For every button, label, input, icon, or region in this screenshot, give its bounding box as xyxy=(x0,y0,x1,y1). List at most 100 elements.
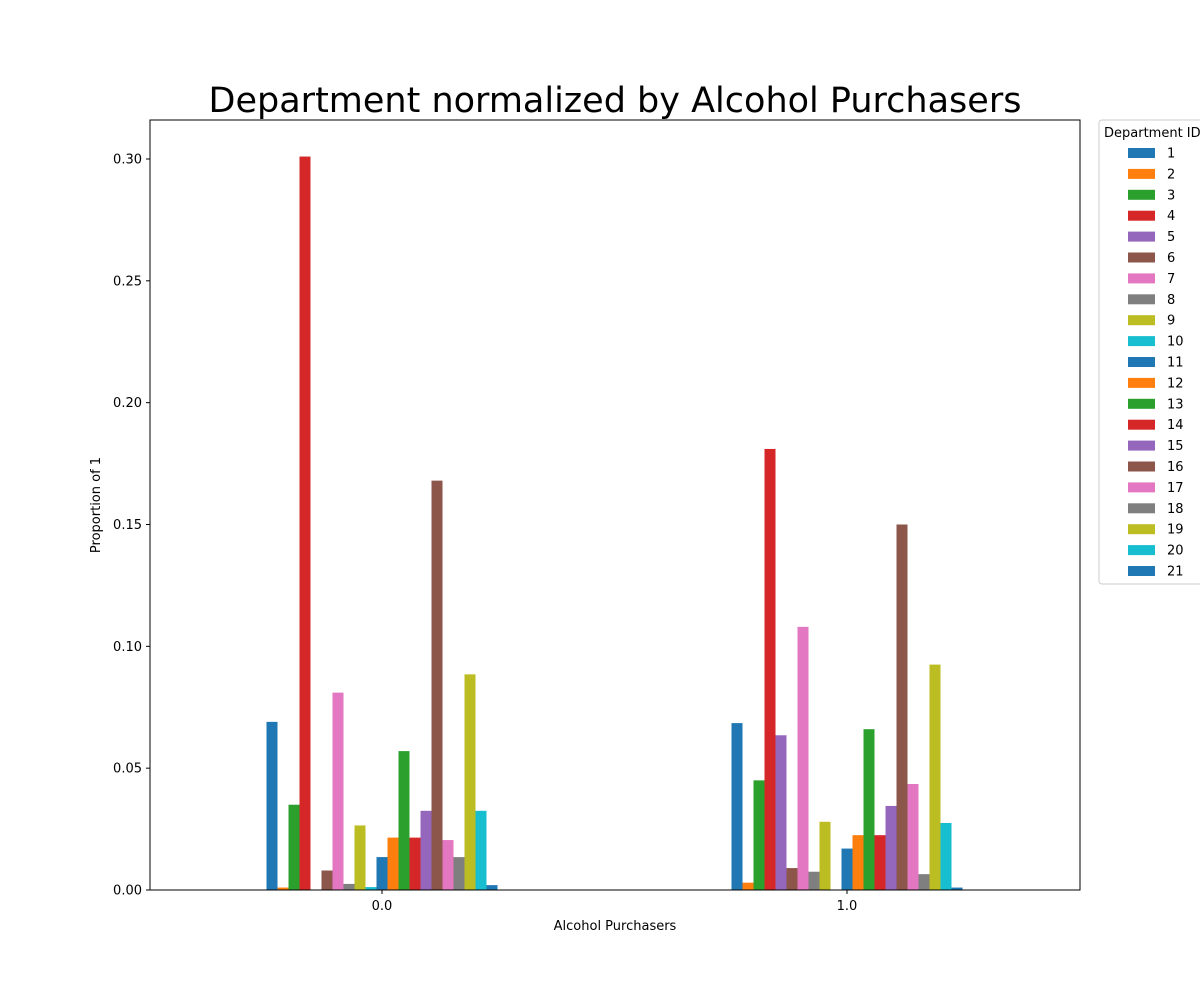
legend-label-7: 7 xyxy=(1167,272,1175,287)
legend-swatch-5 xyxy=(1128,231,1155,242)
y-tick-label: 0.25 xyxy=(113,274,142,289)
legend-swatch-2 xyxy=(1128,168,1155,179)
legend-label-5: 5 xyxy=(1167,230,1175,245)
y-tick-label: 0.00 xyxy=(113,884,142,899)
legend-label-17: 17 xyxy=(1167,481,1184,496)
bar-dept-9-cat-0.0 xyxy=(354,825,366,890)
bar-dept-10-cat-0.0 xyxy=(365,887,377,890)
bar-dept-17-cat-0.0 xyxy=(442,840,454,890)
legend-swatch-11 xyxy=(1128,357,1155,367)
legend-label-15: 15 xyxy=(1167,439,1184,454)
bar-dept-12-cat-1.0 xyxy=(852,835,864,890)
legend-swatch-3 xyxy=(1128,189,1155,200)
bar-dept-14-cat-0.0 xyxy=(409,837,421,890)
legend-label-11: 11 xyxy=(1167,356,1184,371)
legend-swatch-16 xyxy=(1128,461,1155,472)
bar-dept-2-cat-0.0 xyxy=(277,887,289,890)
bar-dept-18-cat-0.0 xyxy=(453,857,465,890)
bar-dept-19-cat-0.0 xyxy=(464,674,476,890)
legend-swatch-7 xyxy=(1128,273,1155,284)
bar-dept-21-cat-0.0 xyxy=(486,885,498,890)
y-axis: 0.00 0.05 0.10 0.15 0.20 0.25 0.30 xyxy=(113,152,150,899)
bar-dept-20-cat-0.0 xyxy=(475,810,487,890)
legend-label-4: 4 xyxy=(1167,209,1175,224)
bar-dept-1-cat-1.0 xyxy=(731,723,743,890)
legend-label-8: 8 xyxy=(1167,293,1175,308)
legend-swatch-12 xyxy=(1128,377,1155,388)
bar-dept-3-cat-0.0 xyxy=(288,804,300,890)
y-tick-label: 0.30 xyxy=(113,152,142,167)
bar-dept-2-cat-1.0 xyxy=(742,882,754,890)
legend-swatch-15 xyxy=(1128,440,1155,451)
legend-label-10: 10 xyxy=(1167,335,1184,350)
x-tick-label: 0.0 xyxy=(372,899,393,914)
legend-label-16: 16 xyxy=(1167,460,1184,475)
x-axis-label: Alcohol Purchasers xyxy=(554,919,677,934)
legend-label-2: 2 xyxy=(1167,167,1175,182)
bar-dept-8-cat-1.0 xyxy=(808,871,820,890)
y-tick-label: 0.05 xyxy=(113,762,142,777)
legend-label-20: 20 xyxy=(1167,544,1184,559)
legend-label-13: 13 xyxy=(1167,397,1184,412)
bar-dept-13-cat-0.0 xyxy=(398,751,410,890)
legend-swatch-1 xyxy=(1128,148,1155,158)
bar-dept-17-cat-1.0 xyxy=(907,784,919,890)
legend-frame xyxy=(1098,119,1200,585)
bar-dept-21-cat-1.0 xyxy=(951,887,963,890)
bar-dept-7-cat-1.0 xyxy=(797,626,809,890)
legend: Department ID 12345678910111213141516171… xyxy=(1098,119,1200,585)
legend-label-18: 18 xyxy=(1167,502,1184,517)
bar-dept-1-cat-0.0 xyxy=(266,721,278,890)
legend-swatch-4 xyxy=(1128,210,1155,221)
bar-dept-14-cat-1.0 xyxy=(874,835,886,890)
legend-swatch-13 xyxy=(1128,398,1155,409)
legend-swatch-21 xyxy=(1128,566,1155,576)
legend-swatch-8 xyxy=(1128,294,1155,305)
bar-dept-16-cat-1.0 xyxy=(896,524,908,890)
bar-dept-5-cat-1.0 xyxy=(775,735,787,890)
bar-dept-12-cat-0.0 xyxy=(387,837,399,890)
y-tick-label: 0.15 xyxy=(113,518,142,533)
bar-dept-4-cat-0.0 xyxy=(299,156,311,891)
legend-swatch-6 xyxy=(1128,252,1155,263)
bar-dept-19-cat-1.0 xyxy=(929,664,941,890)
legend-swatch-9 xyxy=(1128,315,1155,326)
legend-label-19: 19 xyxy=(1167,523,1184,538)
legend-label-12: 12 xyxy=(1167,376,1184,391)
bar-dept-13-cat-1.0 xyxy=(863,729,875,890)
bar-dept-11-cat-1.0 xyxy=(841,848,853,890)
bar-dept-11-cat-0.0 xyxy=(376,857,388,890)
bar-dept-6-cat-1.0 xyxy=(786,868,798,890)
chart-title: Department normalized by Alcohol Purchas… xyxy=(209,81,1022,121)
bar-dept-16-cat-0.0 xyxy=(431,480,443,890)
y-axis-label: Proportion of 1 xyxy=(89,457,104,553)
legend-swatch-10 xyxy=(1128,336,1155,347)
bar-dept-3-cat-1.0 xyxy=(753,780,765,890)
legend-label-14: 14 xyxy=(1167,418,1184,433)
legend-title: Department ID xyxy=(1104,126,1200,141)
legend-swatch-14 xyxy=(1128,419,1155,430)
bar-dept-7-cat-0.0 xyxy=(332,692,344,890)
legend-swatch-19 xyxy=(1128,524,1155,535)
legend-label-21: 21 xyxy=(1167,565,1184,580)
legend-label-1: 1 xyxy=(1167,147,1175,162)
plot-area: 0.00 0.05 0.10 0.15 0.20 0.25 0.30 0.0 1.0 xyxy=(113,119,1081,914)
legend-label-3: 3 xyxy=(1167,188,1175,203)
y-tick-label: 0.20 xyxy=(113,396,142,411)
legend-swatch-18 xyxy=(1128,503,1155,514)
x-axis: 0.0 1.0 xyxy=(372,890,858,914)
bar-dept-18-cat-1.0 xyxy=(918,874,930,890)
bar-dept-6-cat-0.0 xyxy=(321,870,333,890)
legend-swatch-17 xyxy=(1128,482,1155,493)
bars-group xyxy=(266,156,963,891)
bar-dept-15-cat-0.0 xyxy=(420,810,432,890)
x-tick-label: 1.0 xyxy=(837,899,858,914)
plot-frame xyxy=(149,119,1081,891)
bar-dept-15-cat-1.0 xyxy=(885,805,897,890)
bar-dept-4-cat-1.0 xyxy=(764,448,776,890)
bar-dept-8-cat-0.0 xyxy=(343,883,355,890)
bar-dept-20-cat-1.0 xyxy=(940,822,952,890)
legend-label-9: 9 xyxy=(1167,314,1175,329)
